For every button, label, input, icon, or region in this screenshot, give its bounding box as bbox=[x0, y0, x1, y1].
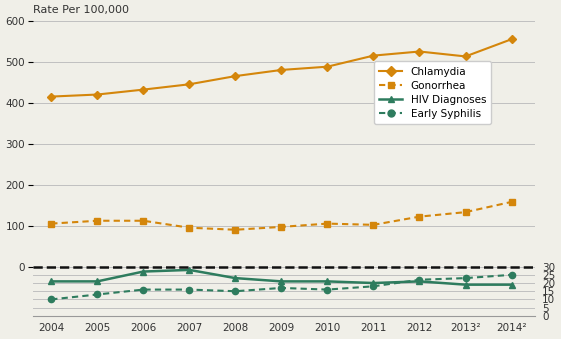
Early Syphilis bbox=[370, 284, 377, 288]
Gonorrhea bbox=[140, 219, 146, 223]
Chlamydia bbox=[94, 93, 100, 97]
Chlamydia bbox=[278, 68, 285, 72]
Gonorrhea bbox=[278, 225, 285, 229]
Gonorrhea bbox=[370, 223, 377, 227]
Line: Chlamydia: Chlamydia bbox=[48, 36, 514, 100]
Line: Early Syphilis: Early Syphilis bbox=[48, 272, 514, 302]
Gonorrhea bbox=[48, 222, 54, 226]
Early Syphilis bbox=[140, 287, 146, 292]
HIV Diagnoses bbox=[140, 270, 146, 274]
Chlamydia bbox=[370, 54, 377, 58]
Early Syphilis bbox=[416, 278, 423, 282]
Early Syphilis bbox=[462, 276, 469, 280]
Chlamydia bbox=[416, 49, 423, 54]
Chlamydia bbox=[140, 87, 146, 92]
Gonorrhea bbox=[462, 210, 469, 214]
HIV Diagnoses bbox=[370, 281, 377, 285]
Line: Gonorrhea: Gonorrhea bbox=[48, 199, 514, 233]
Early Syphilis bbox=[278, 286, 285, 290]
HIV Diagnoses bbox=[324, 279, 331, 283]
Text: Rate Per 100,000: Rate Per 100,000 bbox=[33, 5, 129, 15]
Gonorrhea bbox=[186, 226, 192, 230]
Chlamydia bbox=[186, 82, 192, 86]
Chlamydia bbox=[48, 95, 54, 99]
Gonorrhea bbox=[416, 215, 423, 219]
HIV Diagnoses bbox=[508, 283, 515, 287]
Line: HIV Diagnoses: HIV Diagnoses bbox=[48, 266, 515, 288]
Gonorrhea bbox=[94, 219, 100, 223]
Chlamydia bbox=[508, 37, 515, 41]
HIV Diagnoses bbox=[416, 279, 423, 283]
HIV Diagnoses bbox=[278, 279, 285, 283]
HIV Diagnoses bbox=[48, 279, 54, 283]
Early Syphilis bbox=[232, 289, 239, 293]
Early Syphilis bbox=[94, 293, 100, 297]
Early Syphilis bbox=[508, 273, 515, 277]
Gonorrhea bbox=[324, 222, 331, 226]
Chlamydia bbox=[232, 74, 239, 78]
Chlamydia bbox=[324, 65, 331, 69]
HIV Diagnoses bbox=[94, 279, 100, 283]
Chlamydia bbox=[462, 54, 469, 58]
Early Syphilis bbox=[48, 297, 54, 301]
Early Syphilis bbox=[186, 287, 192, 292]
Gonorrhea bbox=[508, 200, 515, 204]
Legend: Chlamydia, Gonorrhea, HIV Diagnoses, Early Syphilis: Chlamydia, Gonorrhea, HIV Diagnoses, Ear… bbox=[374, 61, 491, 124]
Early Syphilis bbox=[324, 287, 331, 292]
HIV Diagnoses bbox=[232, 276, 239, 280]
Gonorrhea bbox=[232, 228, 239, 232]
HIV Diagnoses bbox=[462, 283, 469, 287]
HIV Diagnoses bbox=[186, 268, 192, 272]
